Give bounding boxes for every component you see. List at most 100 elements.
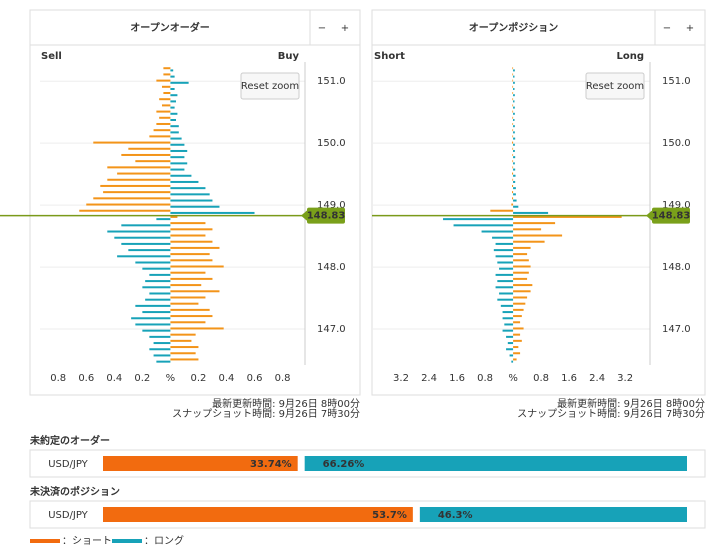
bar: [513, 277, 528, 280]
bar: [135, 304, 171, 307]
bar: [500, 304, 514, 307]
bar: [117, 255, 171, 258]
bar: [513, 228, 542, 231]
bar: [512, 92, 514, 95]
bar: [513, 143, 515, 146]
zoom-in[interactable]: +: [686, 23, 694, 34]
bar: [512, 191, 514, 194]
bar: [114, 236, 171, 239]
x-tick-label: 0.8: [275, 373, 291, 384]
bar: [513, 222, 556, 225]
bar: [493, 249, 514, 252]
summary-box: [29, 449, 706, 478]
y-tick-label: 147.0: [317, 324, 346, 335]
bar: [128, 249, 171, 252]
zoom-out[interactable]: −: [663, 23, 671, 34]
ratio-bar: [304, 456, 687, 471]
ratio-bar: [103, 507, 413, 522]
bar: [502, 317, 514, 320]
x-tick-label: 0.8: [50, 373, 66, 384]
bar: [121, 224, 171, 227]
bar: [504, 323, 514, 326]
bar: [513, 333, 521, 336]
bar: [170, 149, 188, 152]
x-tick-label: 0.6: [247, 373, 263, 384]
y-tick-label: 147.0: [662, 324, 691, 335]
bar: [512, 178, 514, 181]
bar: [170, 259, 213, 262]
bar: [170, 205, 220, 208]
bar: [135, 160, 171, 163]
bar: [513, 253, 528, 256]
reset-zoom-button[interactable]: [585, 72, 645, 100]
panel-title: オープンオーダー: [130, 21, 209, 34]
bar: [79, 209, 171, 212]
ratio-bar: [419, 507, 687, 522]
bar: [502, 329, 514, 332]
bar: [149, 273, 171, 276]
bar: [170, 125, 179, 128]
current-price-label: 148.83: [652, 211, 691, 222]
zoom-in[interactable]: +: [341, 23, 349, 34]
y-tick-label: 149.0: [317, 200, 346, 211]
x-tick-label: 0.8: [477, 373, 493, 384]
bar: [453, 224, 514, 227]
bar: [170, 193, 210, 196]
y-tick-label: 148.0: [662, 262, 691, 273]
bar: [513, 308, 524, 311]
bar: [512, 110, 514, 113]
x-tick-label: %: [166, 373, 176, 384]
bar: [512, 98, 514, 101]
bar: [86, 203, 171, 206]
left-label: Short: [374, 51, 405, 62]
x-tick-label: 0.2: [134, 373, 150, 384]
bar: [511, 203, 514, 206]
reset-zoom-button[interactable]: [240, 72, 300, 100]
bar: [495, 286, 514, 289]
zoom-out[interactable]: −: [318, 23, 326, 34]
bar: [170, 118, 177, 121]
bar: [156, 79, 171, 82]
right-label: Buy: [278, 51, 300, 62]
bar: [513, 327, 524, 330]
bar: [145, 298, 171, 301]
current-price-label: 148.83: [307, 211, 346, 222]
bar: [513, 240, 545, 243]
bar: [170, 240, 213, 243]
bar: [145, 280, 171, 283]
bar: [170, 339, 192, 342]
bar: [107, 166, 171, 169]
reset-zoom-label[interactable]: Reset zoom: [586, 81, 644, 92]
x-tick-label: 0.4: [219, 373, 235, 384]
bar: [513, 199, 517, 202]
bar: [513, 321, 521, 324]
bar: [153, 342, 171, 345]
reset-zoom-label[interactable]: Reset zoom: [241, 81, 299, 92]
x-tick-label: 1.6: [561, 373, 577, 384]
y-tick-label: 151.0: [317, 76, 346, 87]
timestamp: 最新更新時間: 9月26日 8時00分: [212, 397, 360, 410]
bar: [149, 135, 171, 138]
bar: [513, 180, 516, 183]
bar: [107, 178, 171, 181]
bar: [170, 290, 220, 293]
bar: [149, 292, 171, 295]
bar: [497, 261, 514, 264]
bar: [513, 112, 515, 115]
ratio-bar: [103, 456, 298, 471]
bar: [131, 317, 171, 320]
current-price-pointer: [301, 209, 308, 222]
bar: [513, 315, 522, 318]
x-tick-label: 0.2: [190, 373, 206, 384]
bar: [512, 147, 514, 150]
bar: [513, 106, 515, 109]
bar: [170, 88, 175, 91]
bar: [513, 296, 528, 299]
bar: [443, 218, 514, 221]
bar: [163, 92, 171, 95]
bar: [170, 143, 185, 146]
x-tick-label: 1.6: [449, 373, 465, 384]
bar: [506, 335, 514, 338]
bar: [481, 230, 514, 233]
bar: [512, 122, 514, 125]
